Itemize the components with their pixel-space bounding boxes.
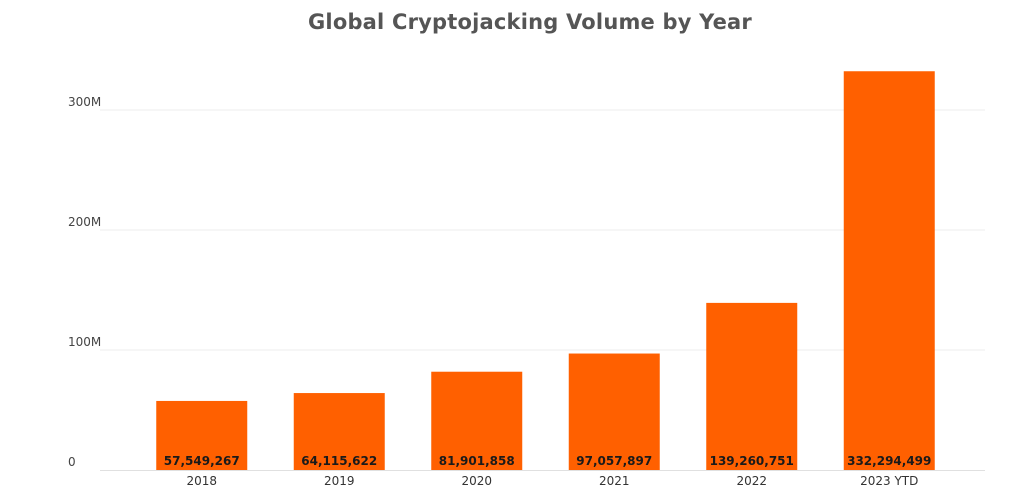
chart-title: Global Cryptojacking Volume by Year	[307, 10, 752, 34]
bar-2023-ytd	[843, 71, 935, 470]
x-tick-label: 2020	[461, 474, 492, 488]
data-label: 64,115,622	[301, 454, 377, 468]
bar-2022	[706, 302, 798, 470]
y-tick-label: 300M	[68, 95, 101, 109]
y-tick-label: 100M	[68, 335, 101, 349]
y-tick-label: 200M	[68, 215, 101, 229]
x-tick-label: 2021	[599, 474, 630, 488]
data-label: 57,549,267	[164, 454, 240, 468]
x-tick-label: 2019	[324, 474, 355, 488]
data-label: 139,260,751	[710, 454, 794, 468]
data-label: 81,901,858	[439, 454, 515, 468]
data-label: 332,294,499	[847, 454, 931, 468]
x-tick-label: 2022	[736, 474, 767, 488]
data-label: 97,057,897	[576, 454, 652, 468]
x-tick-label: 2023 YTD	[860, 474, 918, 488]
bar-2021	[568, 353, 660, 470]
bar-2020	[431, 371, 523, 470]
y-tick-label: 0	[68, 455, 76, 469]
x-tick-label: 2018	[186, 474, 217, 488]
bar-2018	[156, 400, 248, 470]
bar-2019	[293, 393, 385, 470]
